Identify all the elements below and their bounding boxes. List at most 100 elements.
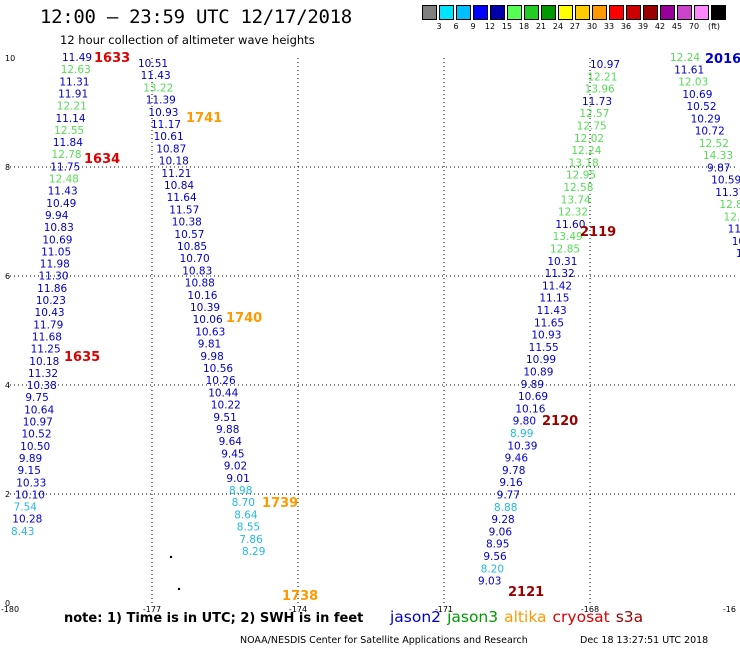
- wave-height-label: 10.23: [36, 295, 66, 307]
- legend-item-jason3: jason3: [447, 608, 499, 626]
- wave-height-label: 11.91: [58, 88, 88, 100]
- wave-height-label: 9.51: [213, 412, 236, 424]
- wave-height-label: 14.33: [703, 150, 733, 162]
- wave-height-label: 12.24: [670, 52, 700, 64]
- wave-height-tracks: 11.4912.6311.3111.9112.2111.1412.5511.84…: [11, 52, 740, 588]
- wave-height-label: 11.49: [62, 52, 92, 64]
- page-title: 12:00 – 23:59 UTC 12/17/2018: [40, 6, 352, 28]
- wave-height-label: 10.49: [46, 198, 76, 210]
- wave-height-label: 10.72: [695, 126, 725, 138]
- wave-height-label: 10.61: [154, 131, 184, 143]
- wave-height-label: 8.95: [486, 539, 509, 551]
- color-scale-swatch: [439, 5, 454, 20]
- wave-height-label: 9.77: [497, 490, 520, 502]
- wave-height-label: 11.21: [161, 168, 191, 180]
- pass-time-label: 1633: [94, 51, 130, 66]
- wave-height-label: 7.86: [239, 534, 263, 546]
- wave-height-label: 13.22: [143, 82, 173, 94]
- wave-height-label: 11.05: [41, 246, 71, 258]
- wave-height-label: 11.25: [31, 344, 61, 356]
- wave-height-label: 10.69: [518, 391, 548, 403]
- agency-credit: NOAA/NESDIS Center for Satellite Applica…: [240, 635, 528, 646]
- wave-height-label: 11.9: [728, 224, 740, 236]
- color-scale-swatch: [456, 5, 471, 20]
- wave-height-label: 12.63: [61, 64, 91, 76]
- color-scale-swatch: [541, 5, 556, 20]
- wave-height-label: 11.14: [55, 113, 85, 125]
- wave-height-label: 12.55: [54, 125, 84, 137]
- wave-height-label: 11.39: [146, 95, 176, 107]
- wave-height-label: 8.29: [242, 546, 265, 558]
- color-scale-swatch: [643, 5, 658, 20]
- wave-height-label: 9.64: [219, 436, 243, 448]
- color-scale-swatch: [575, 5, 590, 20]
- pass-time-label: 1741: [186, 111, 222, 126]
- wave-height-label: 10.44: [208, 387, 238, 399]
- legend-item-jason2: jason2: [390, 608, 442, 626]
- x-tick-label: -16: [723, 605, 736, 614]
- data-dot: [177, 587, 181, 591]
- wave-height-label: 10.38: [27, 380, 57, 392]
- color-scale-label: 45: [671, 22, 683, 31]
- wave-height-label: 11.60: [555, 219, 585, 231]
- wave-height-label: 10.39: [190, 302, 220, 314]
- wave-height-label: 9.15: [18, 465, 41, 477]
- wave-height-label: 10.84: [164, 180, 194, 192]
- wave-height-label: 12.85: [550, 244, 580, 256]
- color-scale-label: 21: [535, 22, 547, 31]
- color-scale-unit: (ft): [707, 22, 721, 31]
- pass-time-label: 1738: [282, 589, 318, 604]
- wave-height-label: 10.28: [12, 514, 42, 526]
- wave-height-label: 11.43: [48, 186, 78, 198]
- wave-height-label: 10.97: [590, 59, 620, 71]
- pass-time-label: 1634: [84, 152, 120, 167]
- wave-height-label: 10.8: [732, 236, 740, 248]
- wave-height-label: 11.86: [37, 283, 67, 295]
- wave-height-label: 11.32: [545, 268, 575, 280]
- wave-height-label: 11.31: [59, 76, 89, 88]
- pass-time-label: 1635: [64, 350, 100, 365]
- color-scale-label: 27: [569, 22, 581, 31]
- wave-height-label: 9.88: [216, 424, 239, 436]
- wave-height-label: 11.61: [674, 64, 704, 76]
- wave-height-label: 10.06: [193, 314, 223, 326]
- wave-height-label: 11.30: [38, 271, 68, 283]
- wave-height-label: 12.24: [571, 145, 601, 157]
- pass-time-label: 2016: [705, 52, 740, 67]
- color-scale-swatch: [490, 5, 505, 20]
- color-scale-label: 36: [620, 22, 632, 31]
- generated-timestamp: Dec 18 13:27:51 UTC 2018: [580, 635, 709, 646]
- page-subtitle: 12 hour collection of altimeter wave hei…: [60, 33, 315, 47]
- wave-height-label: 11.37: [715, 187, 740, 199]
- y-tick-label: 4: [5, 381, 10, 390]
- wave-height-label: 9.89: [19, 453, 42, 465]
- wave-height-label: 8.99: [510, 428, 533, 440]
- pass-time-label: 2121: [508, 585, 544, 600]
- color-scale-label: 39: [637, 22, 649, 31]
- wave-height-label: 10.56: [203, 363, 233, 375]
- color-scale-label: 9: [470, 22, 476, 31]
- color-scale-swatch: [677, 5, 692, 20]
- wave-height-label: 8.98: [229, 485, 252, 497]
- wave-height-label: 10.59: [711, 175, 740, 187]
- color-scale-swatch: [558, 5, 573, 20]
- color-scale-swatch: [422, 5, 437, 20]
- wave-height-label: 11.55: [529, 342, 559, 354]
- wave-height-label: 9.87: [707, 162, 730, 174]
- wave-height-label: 12.78: [52, 149, 82, 161]
- pass-time-label: 1740: [226, 311, 262, 326]
- wave-height-label: 12.75: [577, 121, 607, 133]
- wave-height-label: 11.15: [539, 293, 569, 305]
- wave-height-label: 10: [736, 248, 740, 260]
- map-grid: [10, 58, 736, 603]
- x-tick-label: -168: [581, 605, 599, 614]
- wave-height-label: 10.52: [21, 429, 51, 441]
- color-scale-label: 15: [501, 22, 513, 31]
- wave-height-label: 10.69: [682, 89, 712, 101]
- wave-height-label: 11.43: [141, 70, 171, 82]
- wave-height-label: 11.75: [50, 161, 80, 173]
- wave-height-label: 9.45: [221, 448, 244, 460]
- wave-height-label: 12.21: [57, 101, 87, 113]
- wave-height-label: 8.88: [494, 502, 517, 514]
